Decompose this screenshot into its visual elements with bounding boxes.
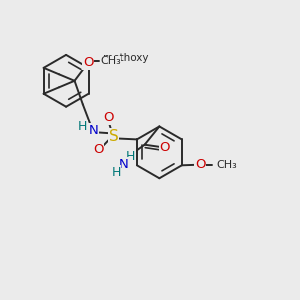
Text: N: N: [118, 158, 128, 171]
Text: CH₃: CH₃: [216, 160, 237, 170]
Text: O: O: [93, 143, 104, 156]
Text: H: H: [111, 166, 121, 178]
Text: O: O: [195, 158, 205, 171]
Text: H: H: [77, 120, 87, 133]
Text: methoxy: methoxy: [103, 53, 148, 63]
Text: O: O: [103, 111, 114, 124]
Text: N: N: [89, 124, 99, 137]
Text: CH₃: CH₃: [100, 56, 121, 66]
Text: O: O: [83, 56, 93, 69]
Text: S: S: [109, 129, 118, 144]
Text: O: O: [159, 141, 170, 154]
Text: H: H: [126, 150, 136, 163]
